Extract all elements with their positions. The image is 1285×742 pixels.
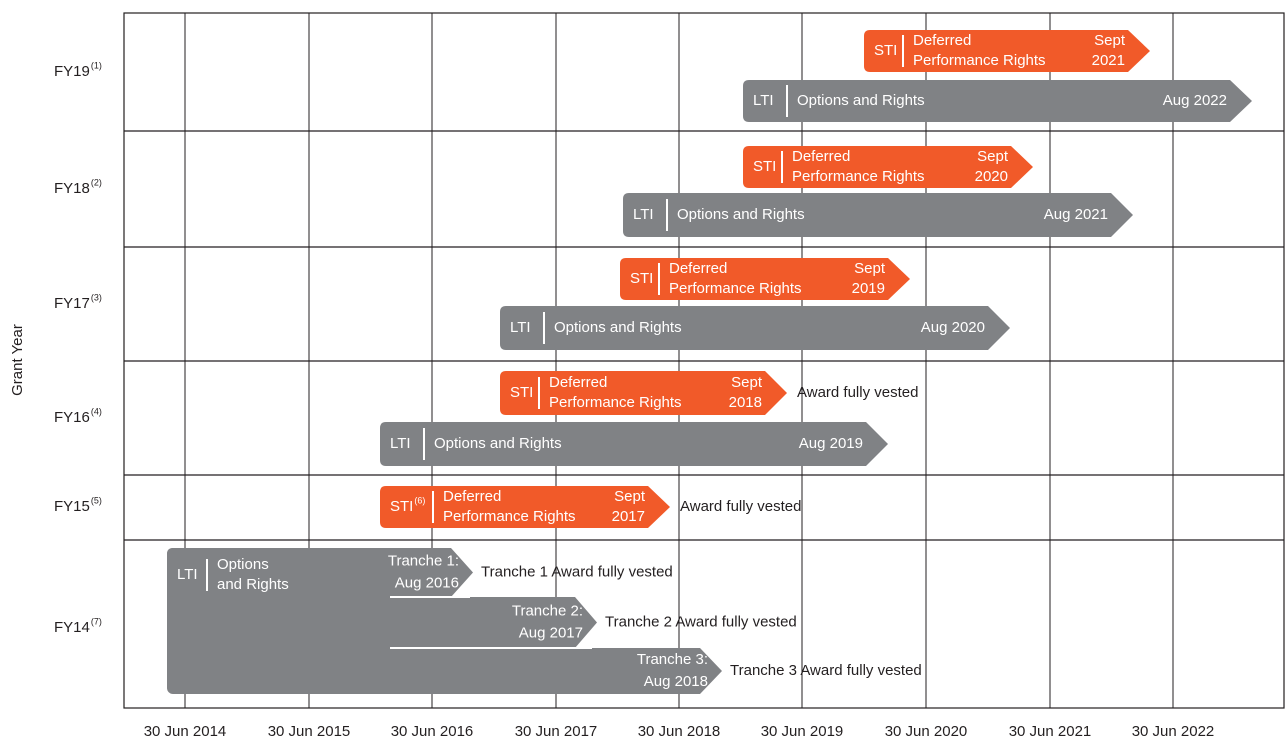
tranche-date: Aug 2018 (644, 673, 708, 690)
bar-title: Options and Rights (554, 319, 682, 336)
x-axis-label: 30 Jun 2018 (638, 723, 721, 740)
row-label: FY17 (54, 295, 90, 312)
row-label-note: (5) (91, 495, 102, 505)
tranche-date: Tranche 2: (512, 602, 583, 619)
x-axis-label: 30 Jun 2019 (761, 723, 844, 740)
bar-tag: LTI (753, 92, 774, 109)
sti-bar (864, 30, 1150, 72)
row-label-note: (3) (91, 292, 102, 302)
bar-end-date: Sept (977, 148, 1009, 165)
bar-end-date: 2019 (852, 280, 885, 297)
bar-tag: LTI (633, 206, 654, 223)
bar-title: Deferred (549, 374, 607, 391)
sti-bar (620, 258, 910, 300)
bar-title: and Rights (217, 576, 289, 593)
bar-end-date: Sept (1094, 32, 1126, 49)
row-label-note: (7) (91, 616, 102, 626)
tranche-bar (380, 597, 597, 648)
bar-end-date: Sept (731, 374, 763, 391)
sti-bar (743, 146, 1033, 188)
bar-tag: LTI (390, 435, 411, 452)
bar-outcome: Award fully vested (680, 498, 801, 515)
sti-bar (500, 371, 787, 415)
tranche-bar (380, 648, 722, 694)
bar-title: Options and Rights (677, 206, 805, 223)
bar-tag: LTI (510, 319, 531, 336)
bar-tag: STI (630, 270, 653, 287)
lti-bar (623, 193, 1133, 237)
tranche-outcome: Tranche 2 Award fully vested (605, 613, 797, 630)
bar-end-date: Aug 2022 (1163, 92, 1227, 109)
bar-title: Deferred (669, 260, 727, 277)
tranche-bar (167, 548, 473, 597)
tranche-date: Aug 2017 (519, 624, 583, 641)
row-label: FY14 (54, 619, 90, 636)
bar-end-date: Sept (854, 260, 886, 277)
row-label: FY15 (54, 498, 90, 515)
lti-bar (500, 306, 1010, 350)
bar-tag-note: (6) (414, 495, 425, 505)
bar-title: Performance Rights (792, 168, 925, 185)
bar-tag: STI (874, 42, 897, 59)
bar-end-date: Aug 2020 (921, 319, 985, 336)
bar-title: Performance Rights (443, 508, 576, 525)
sti-bar (380, 486, 670, 528)
bar-title: Deferred (913, 32, 971, 49)
bar-title: Options and Rights (434, 435, 562, 452)
x-axis-label: 30 Jun 2014 (144, 723, 227, 740)
x-axis-label: 30 Jun 2020 (885, 723, 968, 740)
bar-end-date: 2017 (612, 508, 645, 525)
bar-title: Options and Rights (797, 92, 925, 109)
row-label: FY18 (54, 180, 90, 197)
bar-title: Deferred (443, 488, 501, 505)
row-label: FY19 (54, 63, 90, 80)
x-axis-label: 30 Jun 2017 (515, 723, 598, 740)
tranche-date: Aug 2016 (395, 574, 459, 591)
lti-bar (743, 80, 1252, 122)
bar-title: Performance Rights (913, 52, 1046, 69)
tranche-date: Tranche 3: (637, 651, 708, 668)
x-axis-label: 30 Jun 2022 (1132, 723, 1215, 740)
bar-tag: STI (390, 498, 413, 515)
tranche-outcome: Tranche 1 Award fully vested (481, 563, 673, 580)
bar-end-date: Aug 2019 (799, 435, 863, 452)
bar-end-date: 2020 (975, 168, 1008, 185)
row-label-note: (1) (91, 60, 102, 70)
bar-tag: STI (753, 158, 776, 175)
y-axis-title: Grant Year (9, 324, 26, 396)
x-axis-label: 30 Jun 2021 (1009, 723, 1092, 740)
bar-end-date: Aug 2021 (1044, 206, 1108, 223)
row-label-note: (4) (91, 406, 102, 416)
x-axis-label: 30 Jun 2016 (391, 723, 474, 740)
bar-title: Options (217, 556, 269, 573)
row-label: FY16 (54, 409, 90, 426)
bar-title: Performance Rights (669, 280, 802, 297)
bar-end-date: 2021 (1092, 52, 1125, 69)
tranche-outcome: Tranche 3 Award fully vested (730, 662, 922, 679)
bar-tag: LTI (177, 566, 198, 583)
lti-bar (380, 422, 888, 466)
bar-title: Performance Rights (549, 394, 682, 411)
bar-outcome: Award fully vested (797, 384, 918, 401)
x-axis-label: 30 Jun 2015 (268, 723, 351, 740)
bar-end-date: Sept (614, 488, 646, 505)
row-label-note: (2) (91, 177, 102, 187)
tranche-date: Tranche 1: (388, 552, 459, 569)
bar-tag: STI (510, 384, 533, 401)
bar-end-date: 2018 (729, 394, 762, 411)
bar-title: Deferred (792, 148, 850, 165)
